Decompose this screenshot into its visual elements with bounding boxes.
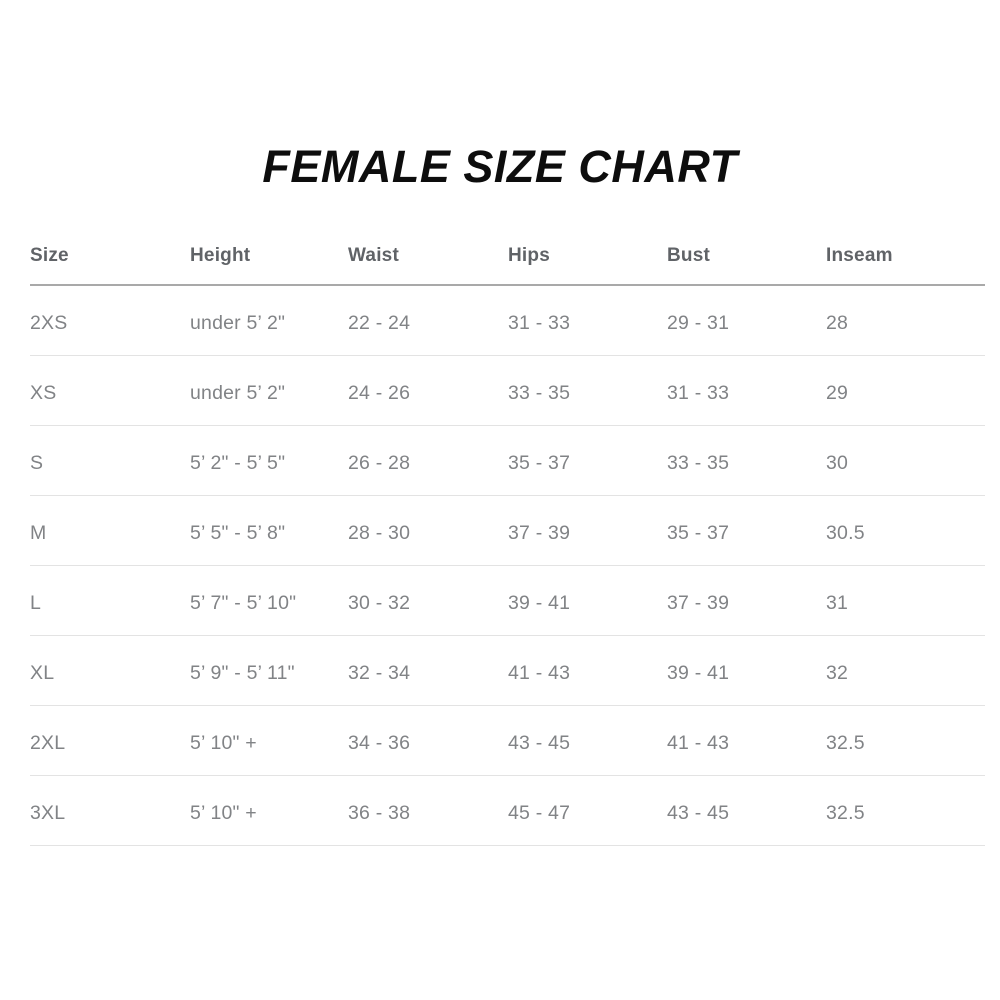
table-cell: 30 - 32 [348,565,508,636]
table-cell: 24 - 26 [348,355,508,426]
table-cell: 34 - 36 [348,705,508,776]
table-cell: XL [30,635,190,706]
table-cell: 5’ 9" - 5’ 11" [190,635,348,706]
table-cell: 33 - 35 [667,425,826,496]
table-cell: under 5’ 2" [190,355,348,426]
table-cell: 31 - 33 [508,285,667,356]
table-cell: 33 - 35 [508,355,667,426]
table-row: M 5’ 5" - 5’ 8" 28 - 30 37 - 39 35 - 37 30.5 [30,495,985,566]
table-cell: 22 - 24 [348,285,508,356]
table-row: 2XS under 5’ 2" 22 - 24 31 - 33 29 - 31 28 [30,285,985,356]
column-header-waist: Waist [348,245,508,286]
table-cell: 5’ 5" - 5’ 8" [190,495,348,566]
column-header-bust: Bust [667,245,826,286]
table-cell: 30 [826,425,985,496]
table-cell: 43 - 45 [667,775,826,846]
column-header-height: Height [190,245,348,286]
table-body: 2XS under 5’ 2" 22 - 24 31 - 33 29 - 31 28 XS u… [30,285,985,846]
table-cell: 45 - 47 [508,775,667,846]
table-cell: 37 - 39 [508,495,667,566]
table-cell: 36 - 38 [348,775,508,846]
table-cell: M [30,495,190,566]
table-cell: 41 - 43 [508,635,667,706]
table-cell: 5’ 10" + [190,705,348,776]
table-cell: 43 - 45 [508,705,667,776]
column-header-hips: Hips [508,245,667,286]
table-cell: 2XL [30,705,190,776]
table-cell: 29 [826,355,985,426]
table-cell: 31 [826,565,985,636]
table-cell: 39 - 41 [667,635,826,706]
table-cell: 35 - 37 [667,495,826,566]
header-row: Size Height Waist Hips Bust Inseam [30,245,985,286]
table-cell: 31 - 33 [667,355,826,426]
column-header-size: Size [30,245,190,286]
table-cell: 30.5 [826,495,985,566]
table-row: S 5’ 2" - 5’ 5" 26 - 28 35 - 37 33 - 35 30 [30,425,985,496]
table-cell: 32.5 [826,705,985,776]
table-cell: L [30,565,190,636]
table-cell: 32 - 34 [348,635,508,706]
table-cell: 41 - 43 [667,705,826,776]
table-cell: XS [30,355,190,426]
table-cell: 5’ 7" - 5’ 10" [190,565,348,636]
table-row: XS under 5’ 2" 24 - 26 33 - 35 31 - 33 29 [30,355,985,426]
table-cell: 28 [826,285,985,356]
size-table: Size Height Waist Hips Bust Inseam 2XS under 5… [30,245,985,846]
table-cell: 3XL [30,775,190,846]
table-cell: S [30,425,190,496]
table-row: L 5’ 7" - 5’ 10" 30 - 32 39 - 41 37 - 39 31 [30,565,985,636]
table-cell: 37 - 39 [667,565,826,636]
table-cell: 32 [826,635,985,706]
table-cell: 5’ 10" + [190,775,348,846]
table-cell: 29 - 31 [667,285,826,356]
table-cell: 35 - 37 [508,425,667,496]
table-row: XL 5’ 9" - 5’ 11" 32 - 34 41 - 43 39 - 41 32 [30,635,985,706]
column-header-inseam: Inseam [826,245,985,286]
table-cell: 5’ 2" - 5’ 5" [190,425,348,496]
table-row: 2XL 5’ 10" +34 - 36 43 - 45 41 - 43 32.5 [30,705,985,776]
table-cell: 32.5 [826,775,985,846]
table-cell: 2XS [30,285,190,356]
table-cell: 26 - 28 [348,425,508,496]
table-cell: 28 - 30 [348,495,508,566]
page-title: FEMALE SIZE CHART [262,141,738,192]
table-row: 3XL 5’ 10" +36 - 38 45 - 47 43 - 45 32.5 [30,775,985,846]
table-cell: 39 - 41 [508,565,667,636]
table-cell: under 5’ 2" [190,285,348,356]
